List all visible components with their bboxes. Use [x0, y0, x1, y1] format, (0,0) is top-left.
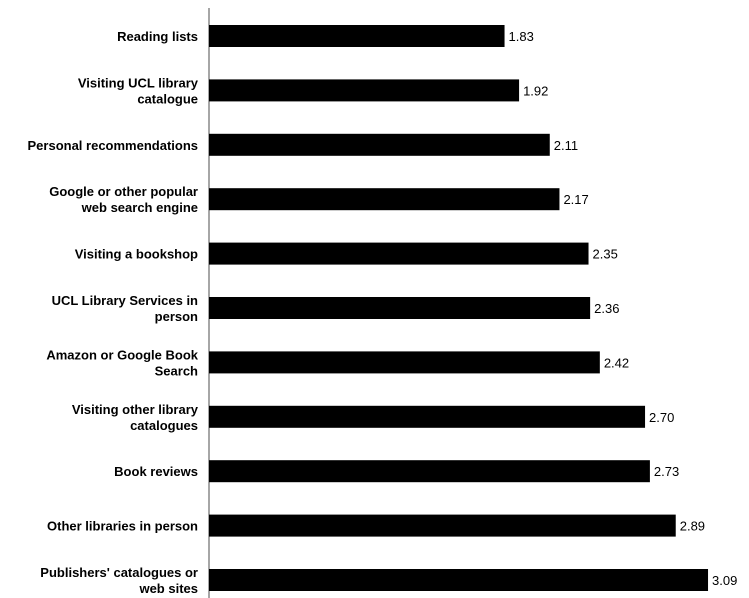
bar	[209, 569, 709, 591]
data-label: 2.36	[594, 301, 619, 316]
category-tick-label: Google or other popular web search engine	[49, 184, 198, 215]
category-tick-label: Visiting a bookshop	[75, 247, 198, 262]
bar	[209, 188, 560, 211]
category-tick-label: Reading lists	[117, 29, 198, 44]
category-tick-label: Visiting UCL library catalogue	[78, 75, 199, 106]
bar	[209, 25, 505, 47]
data-label: 2.11	[554, 138, 578, 153]
data-label: 2.17	[563, 192, 588, 207]
bar	[209, 460, 650, 483]
data-label: 2.70	[649, 410, 674, 425]
bar	[209, 79, 520, 102]
category-tick-label: Personal recommendations	[28, 138, 199, 153]
data-label: 2.42	[604, 355, 629, 370]
category-tick-label: Publishers' catalogues or web sites	[40, 565, 198, 596]
data-label: 1.92	[523, 83, 548, 98]
bar	[209, 351, 600, 374]
category-tick-label: Visiting other library catalogues	[72, 402, 199, 433]
category-tick-label: Book reviews	[114, 464, 198, 479]
data-label: 1.83	[509, 29, 534, 44]
category-tick-label: UCL Library Services in person	[52, 293, 198, 324]
data-label: 2.89	[680, 519, 705, 534]
bar	[209, 405, 646, 428]
data-label: 3.09	[712, 573, 737, 588]
bar	[209, 242, 589, 265]
data-label: 2.73	[654, 464, 679, 479]
bar	[209, 297, 591, 319]
category-tick-label: Other libraries in person	[47, 519, 198, 534]
bar	[209, 133, 550, 156]
category-tick-label: Amazon or Google Book Search	[46, 347, 198, 378]
data-label: 2.35	[593, 247, 618, 262]
bar	[209, 514, 676, 537]
